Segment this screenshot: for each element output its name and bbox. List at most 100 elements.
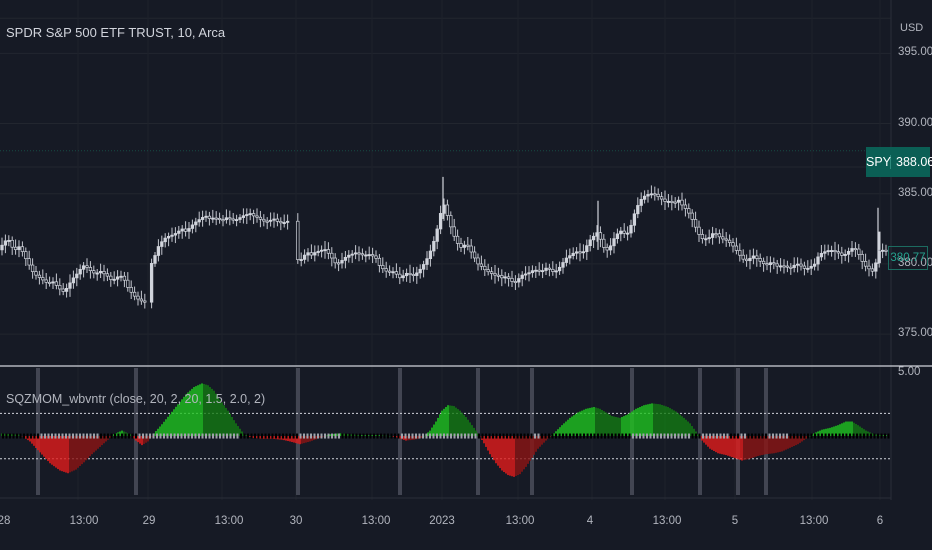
squeeze-dot [152,433,155,439]
squeeze-dot [705,433,708,439]
histogram-bar [689,423,691,437]
histogram-bar [773,436,775,454]
candle-body [343,256,348,261]
candle-body [693,219,698,228]
squeeze-dot [726,433,729,439]
squeeze-dot [338,433,340,439]
squeeze-dot [572,433,575,439]
histogram-bar [287,436,289,442]
histogram-bar [521,436,523,472]
squeeze-dot [366,433,368,439]
squeeze-dot [716,433,718,439]
histogram-bar [293,436,295,443]
squeeze-dot [831,433,834,439]
squeeze-dot [138,433,141,439]
squeeze-dot [222,433,225,439]
candle-body [265,220,269,223]
candle-body [10,239,14,248]
candle-body [802,265,807,269]
candle-body [683,204,688,209]
x-tick-label: 6 [876,515,884,527]
x-tick-label: 4 [586,515,594,527]
squeeze-dot [51,433,53,439]
squeeze-dot [499,433,501,439]
histogram-bar [109,436,111,438]
candle-body [489,271,494,274]
squeeze-dot [698,433,701,439]
histogram-bar [583,409,585,437]
squeeze-dot [789,433,792,439]
squeeze-dot [478,433,480,439]
squeeze-dot [464,433,466,439]
histogram-bar [417,436,419,439]
histogram-bar [697,434,699,437]
squeeze-dot [324,433,326,439]
squeeze-band [530,368,534,495]
histogram-bar [453,406,455,437]
y-tick-label: 390.00 [898,116,932,129]
histogram-bar [487,436,489,451]
histogram-bar [105,436,107,442]
squeeze-dot [243,433,246,439]
histogram-bar [771,436,773,454]
histogram-bar [29,436,31,442]
candle-body [659,196,664,200]
histogram-bar [819,430,821,437]
histogram-bar [855,423,857,437]
histogram-bar [181,399,183,437]
histogram-bar [615,416,617,437]
candle-body [207,215,212,219]
candle-body [411,274,416,277]
histogram-bar [605,412,607,437]
histogram-bar [763,436,765,455]
indicator-title[interactable]: SQZMOM_wbvntr (close, 20, 2, 20, 1.5, 2.… [6,392,266,406]
histogram-bar [467,419,469,437]
histogram-bar [681,416,683,437]
candle-body [3,240,8,246]
histogram-bar [45,436,47,459]
squeeze-dot [271,433,274,439]
histogram-bar [523,436,525,470]
histogram-bar [617,417,619,437]
x-tick-label: 13:00 [214,515,244,527]
squeeze-dot [180,433,183,439]
candle-body [85,265,89,268]
squeeze-dot [562,433,564,439]
squeeze-dot [166,433,169,439]
histogram-bar [433,424,435,437]
squeeze-dot [5,433,8,439]
squeeze-dot [75,433,78,439]
histogram-bar [567,419,569,437]
histogram-bar [143,436,145,444]
histogram-bar [607,413,609,437]
candle-body [496,274,501,277]
squeeze-dot [866,433,869,439]
squeeze-dot [268,433,270,439]
histogram-bar [329,434,331,437]
squeeze-dot [68,433,71,439]
candle-body [326,249,331,254]
histogram-bar [511,436,513,477]
squeeze-dot [688,433,690,439]
histogram-bar [623,416,625,437]
squeeze-dot [670,433,673,439]
squeeze-dot [628,433,631,439]
squeeze-dot [82,433,85,439]
squeeze-dot [373,433,375,439]
candle-body [17,246,21,250]
histogram-bar [199,384,201,437]
histogram-bar [151,436,153,437]
histogram-bar [779,436,781,452]
squeeze-dot [261,433,263,439]
histogram-bar [137,436,139,443]
candle-body [275,218,280,222]
histogram-bar [239,428,241,437]
candle-body [680,199,684,206]
histogram-bar [399,436,401,439]
histogram-bar [171,411,173,437]
candle-body [299,259,303,261]
histogram-bar [667,407,669,437]
squeeze-dot [429,433,431,439]
squeeze-dot [488,433,491,439]
